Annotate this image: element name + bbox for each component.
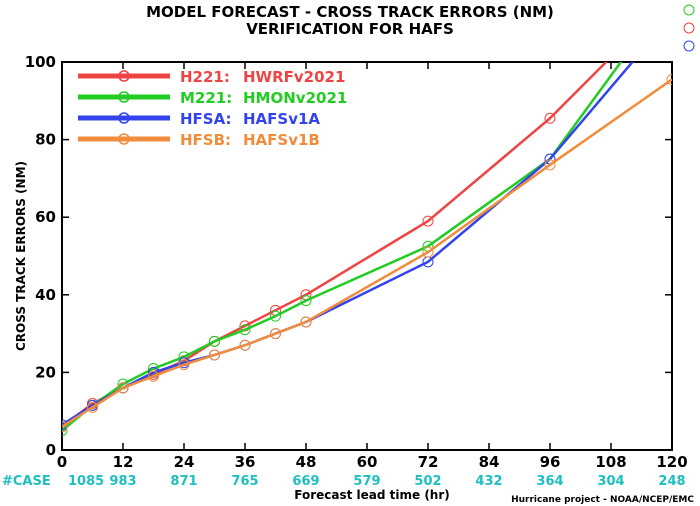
- y-tick-label: 100: [25, 53, 56, 71]
- series-layer: [62, 0, 677, 437]
- y-tick-label: 60: [35, 208, 56, 226]
- legend-item: HFSA: HAFSv1A: [78, 110, 320, 128]
- case-count: 871: [170, 474, 197, 489]
- data-point: [270, 328, 281, 340]
- legend-item: H221: HWRFv2021: [78, 68, 345, 86]
- data-point: [544, 112, 556, 124]
- corner-marker: [683, 4, 695, 16]
- legend: H221: HWRFv2021 M221: HMONv2021 HFSA: HAFSv1A…: [78, 68, 347, 149]
- legend-marker: [118, 133, 130, 145]
- series-HAFSv1A: [62, 10, 677, 431]
- corner-marker: [683, 22, 695, 34]
- legend-marker: [118, 91, 130, 103]
- corner-marker: [683, 40, 695, 52]
- case-count: 304: [597, 474, 624, 489]
- legend-marker: [118, 112, 130, 124]
- x-tick-label: 60: [357, 453, 378, 471]
- x-tick-label: 36: [235, 453, 256, 471]
- data-point: [62, 425, 68, 437]
- case-count: 765: [231, 474, 258, 489]
- legend-desc: HAFSv1A: [243, 110, 320, 128]
- legend-label: H221:: [180, 68, 230, 86]
- corner-markers: [683, 4, 695, 52]
- legend-desc: HWRFv2021: [243, 68, 345, 86]
- case-count: 669: [292, 474, 319, 489]
- x-tick-label: 72: [418, 453, 439, 471]
- case-count: 364: [536, 474, 563, 489]
- legend-label: HFSB:: [180, 131, 231, 149]
- case-count: 432: [475, 474, 502, 489]
- legend-item: HFSB: HAFSv1B: [78, 131, 320, 149]
- data-point: [300, 316, 312, 328]
- y-tick-label: 20: [35, 363, 56, 381]
- case-count: 1085: [68, 474, 104, 489]
- data-point: [209, 335, 220, 347]
- case-label: #CASE: [2, 474, 51, 489]
- data-point: [667, 10, 677, 20]
- legend-desc: HMONv2021: [243, 89, 347, 107]
- data-point: [422, 215, 434, 227]
- chart-title: MODEL FORECAST - CROSS TRACK ERRORS (NM): [146, 3, 554, 21]
- legend-marker: [118, 70, 130, 82]
- data-point: [239, 324, 251, 336]
- x-tick-label: 0: [57, 453, 67, 471]
- x-tick-label: 84: [479, 453, 500, 471]
- data-point: [117, 382, 129, 394]
- x-axis-label: Forecast lead time (hr): [294, 488, 450, 502]
- case-count: 983: [109, 474, 136, 489]
- series-line: [62, 78, 672, 428]
- case-counts: #CASE 1085 983 871 765 669 579 502 432 364 304 248: [2, 474, 686, 489]
- data-point: [667, 0, 677, 1]
- data-point: [178, 359, 190, 371]
- data-point: [209, 349, 220, 361]
- data-point: [270, 310, 281, 322]
- data-point: [62, 421, 68, 433]
- credit-text: Hurricane project - NOAA/NCEP/EMC: [511, 495, 694, 505]
- case-count: 248: [658, 474, 685, 489]
- case-count: 502: [414, 474, 441, 489]
- x-tick-label: 12: [113, 453, 134, 471]
- y-axis-label: CROSS TRACK ERRORS (NM): [14, 161, 28, 351]
- y-tick-label: 0: [46, 441, 56, 459]
- legend-label: M221:: [180, 89, 232, 107]
- x-tick-label: 96: [540, 453, 561, 471]
- chart-subtitle: VERIFICATION FOR HAFS: [246, 20, 454, 38]
- x-tick-label: 24: [174, 453, 195, 471]
- data-point: [300, 295, 312, 307]
- y-tick-label: 80: [35, 131, 56, 149]
- data-point: [544, 159, 556, 171]
- axis-ticks: 0 12 24 36 48 60 72 84 96 108 120 0 20 40 60 80 100: [25, 53, 688, 471]
- legend-item: M221: HMONv2021: [78, 89, 347, 107]
- data-point: [87, 401, 98, 413]
- x-tick-label: 120: [656, 453, 687, 471]
- x-tick-label: 108: [595, 453, 626, 471]
- series-HAFSv1B: [62, 73, 672, 433]
- legend-desc: HAFSv1B: [243, 131, 320, 149]
- data-point: [422, 246, 434, 258]
- data-point: [666, 73, 672, 85]
- data-point: [148, 370, 159, 382]
- case-count: 579: [353, 474, 380, 489]
- y-tick-label: 40: [35, 286, 56, 304]
- legend-label: HFSA:: [180, 110, 232, 128]
- data-point: [239, 339, 251, 351]
- x-tick-label: 48: [296, 453, 317, 471]
